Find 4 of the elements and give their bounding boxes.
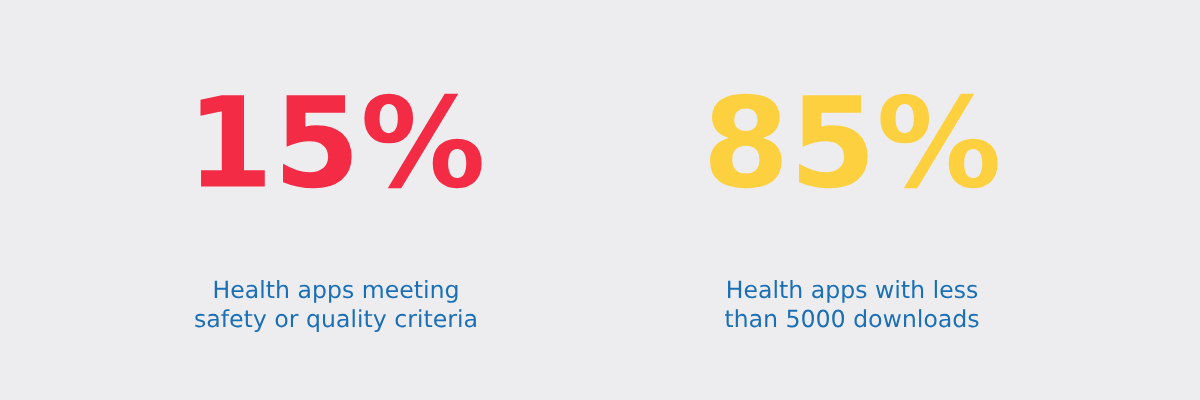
data-label: 85% (710, 93, 998, 189)
data-label: 15% (200, 93, 482, 189)
category-label: Health apps with less than 5000 downloads (725, 280, 979, 328)
category-label: Health apps meeting safety or quality criteria (195, 280, 476, 332)
